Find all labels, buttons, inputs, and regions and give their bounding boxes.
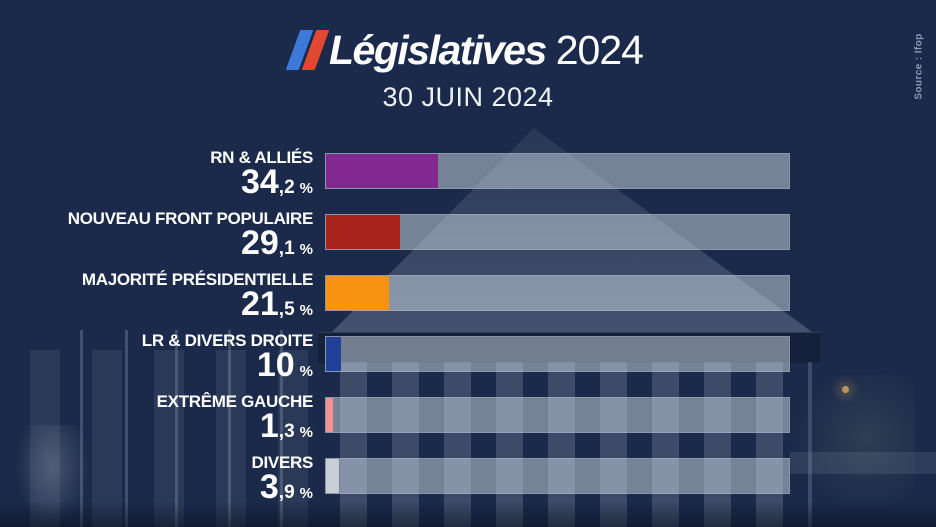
percentage-decimal: ,2 (278, 177, 295, 198)
percent-sign: % (299, 302, 313, 319)
percentage-integer: 1 (259, 407, 279, 445)
bar-track (325, 336, 790, 372)
title-brand: Législatives (329, 26, 547, 73)
row-labels: NOUVEAU FRONT POPULAIRE 29,1% (0, 210, 314, 262)
tree-silhouette (795, 375, 915, 515)
bar-track (325, 275, 790, 311)
percentage-integer: 34 (240, 163, 279, 201)
party-label: NOUVEAU FRONT POPULAIRE (67, 209, 314, 228)
percent-sign: % (299, 424, 313, 441)
party-percentage: 3,9% (259, 468, 313, 506)
percent-sign: % (299, 241, 313, 258)
flag-poles-silhouette (80, 330, 300, 527)
chart-row: DIVERS 3,9% (0, 454, 936, 504)
percent-sign: % (299, 485, 313, 502)
bar-track (325, 153, 790, 189)
party-percentage: 29,1% (240, 224, 313, 262)
party-percentage: 10% (256, 346, 313, 384)
chart-row: MAJORITÉ PRÉSIDENTIELLE 21,5% (0, 271, 936, 321)
bottom-vignette (0, 501, 936, 527)
wall-silhouette (790, 452, 936, 474)
bar-fill (326, 276, 389, 310)
party-label: LR & DIVERS DROITE (141, 331, 314, 350)
source-credit: Source : Ifop (913, 33, 925, 100)
bar-fill (326, 337, 341, 371)
bar-track (325, 214, 790, 250)
party-label: EXTRÊME GAUCHE (156, 392, 314, 411)
flag-pole (125, 330, 128, 527)
title-block: Législatives 2024 (0, 24, 936, 76)
bar-fill (326, 459, 339, 493)
flag-pole (228, 330, 231, 527)
party-label: MAJORITÉ PRÉSIDENTIELLE (81, 270, 313, 289)
percentage-decimal: ,5 (278, 299, 295, 320)
bar-fill (326, 215, 400, 249)
bar-track (325, 397, 790, 433)
chart-row: NOUVEAU FRONT POPULAIRE 29,1% (0, 210, 936, 260)
bar-fill (326, 154, 438, 188)
party-label: DIVERS (251, 453, 314, 472)
percentage-decimal: ,1 (278, 238, 295, 259)
bar-fill (326, 398, 333, 432)
flag-pole (80, 330, 83, 527)
building-side-columns-silhouette (30, 350, 340, 527)
bar-track (325, 458, 790, 494)
party-percentage: 34,2% (240, 163, 313, 201)
row-labels: LR & DIVERS DROITE 10% (0, 332, 314, 384)
percentage-integer: 29 (240, 224, 279, 262)
row-labels: MAJORITÉ PRÉSIDENTIELLE 21,5% (0, 271, 313, 323)
party-percentage: 1,3% (259, 407, 313, 445)
percentage-decimal: ,9 (278, 482, 295, 503)
percentage-integer: 10 (256, 346, 295, 384)
date-subtitle: 30 JUIN 2024 (382, 82, 554, 112)
building-columns-silhouette (340, 362, 812, 527)
percent-sign: % (299, 180, 313, 197)
bar-chart: RN & ALLIÉS 34,2% NOUVEAU FRONT POPULAIR… (0, 149, 936, 519)
page-title: Législatives 2024 (329, 26, 644, 73)
row-labels: DIVERS 3,9% (0, 454, 314, 506)
party-label: RN & ALLIÉS (210, 148, 313, 167)
percentage-integer: 21 (240, 285, 279, 323)
street-lamp-light (842, 386, 849, 393)
title-year: 2024 (555, 26, 644, 73)
chart-row: LR & DIVERS DROITE 10% (0, 332, 936, 382)
flag-pole (280, 330, 283, 527)
chart-row: RN & ALLIÉS 34,2% (0, 149, 936, 199)
percentage-decimal: ,3 (278, 421, 295, 442)
row-labels: RN & ALLIÉS 34,2% (0, 149, 313, 201)
chart-row: EXTRÊME GAUCHE 1,3% (0, 393, 936, 443)
party-percentage: 21,5% (240, 285, 313, 323)
flag-pole (175, 330, 178, 527)
row-labels: EXTRÊME GAUCHE 1,3% (0, 393, 314, 445)
percentage-integer: 3 (259, 468, 279, 506)
percent-sign: % (299, 363, 313, 380)
